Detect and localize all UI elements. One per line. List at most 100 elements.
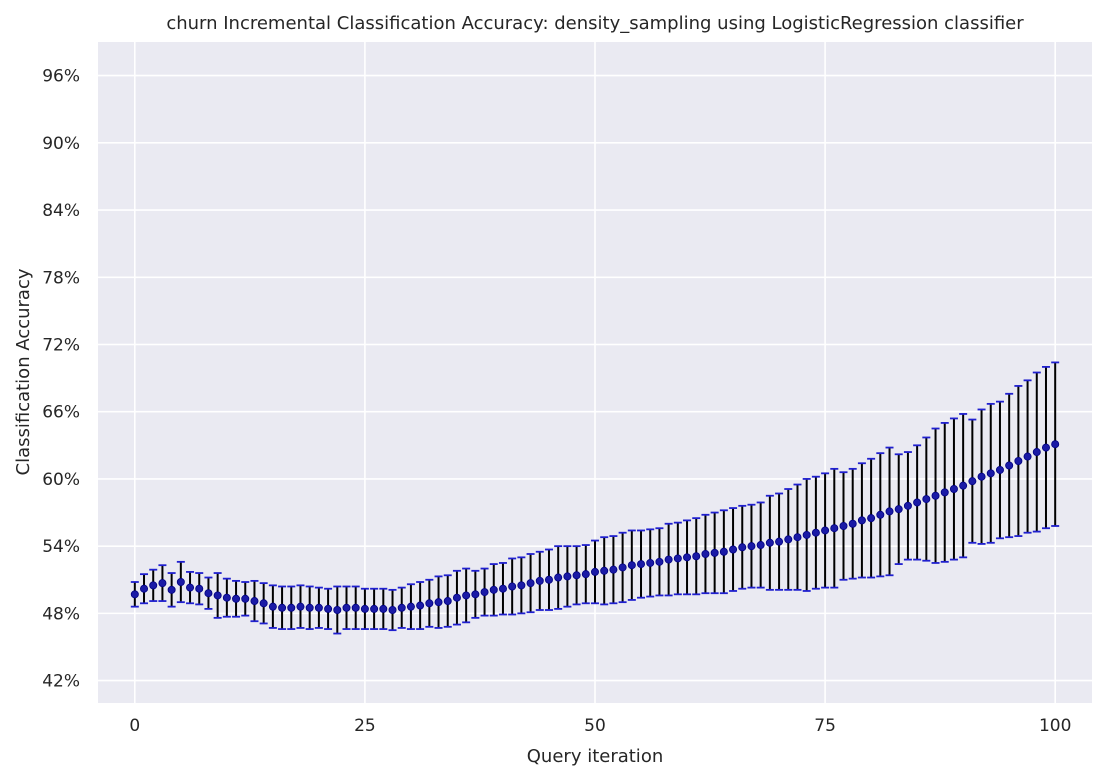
y-tick-label: 96% bbox=[42, 67, 80, 87]
mean-point bbox=[1051, 440, 1060, 449]
mean-point bbox=[250, 597, 259, 606]
mean-point bbox=[986, 469, 995, 478]
x-tick-label: 50 bbox=[584, 716, 606, 736]
mean-point bbox=[563, 572, 572, 581]
mean-point bbox=[434, 598, 443, 607]
mean-point bbox=[397, 603, 406, 612]
mean-point bbox=[793, 533, 802, 542]
mean-point bbox=[287, 603, 296, 612]
mean-point bbox=[1032, 448, 1041, 457]
y-tick-label: 60% bbox=[42, 470, 80, 490]
x-axis-label: Query iteration bbox=[527, 746, 663, 767]
mean-point bbox=[278, 603, 287, 612]
mean-point bbox=[618, 563, 627, 572]
mean-point bbox=[940, 488, 949, 497]
y-axis-label: Classification Accuracy bbox=[13, 268, 34, 475]
mean-point bbox=[498, 584, 507, 593]
mean-point bbox=[1005, 461, 1014, 470]
y-tick-label: 42% bbox=[42, 672, 80, 692]
mean-markers bbox=[130, 440, 1060, 615]
mean-point bbox=[471, 590, 480, 599]
mean-point bbox=[489, 585, 498, 594]
mean-point bbox=[968, 477, 977, 486]
mean-point bbox=[1023, 452, 1032, 461]
mean-point bbox=[526, 579, 535, 588]
mean-point bbox=[333, 606, 342, 615]
mean-point bbox=[683, 553, 692, 562]
y-tick-label: 72% bbox=[42, 335, 80, 355]
mean-point bbox=[324, 604, 333, 613]
y-tick-label: 66% bbox=[42, 403, 80, 423]
mean-point bbox=[765, 538, 774, 547]
mean-point bbox=[222, 593, 231, 602]
mean-point bbox=[176, 578, 185, 587]
mean-point bbox=[462, 591, 471, 600]
mean-point bbox=[729, 545, 738, 554]
mean-point bbox=[922, 495, 931, 504]
mean-point bbox=[591, 567, 600, 576]
mean-point bbox=[204, 589, 213, 598]
mean-point bbox=[894, 505, 903, 514]
mean-point bbox=[747, 542, 756, 551]
mean-point bbox=[443, 597, 452, 606]
mean-point bbox=[756, 541, 765, 550]
mean-point bbox=[811, 528, 820, 537]
x-tick-label: 75 bbox=[814, 716, 836, 736]
mean-point bbox=[259, 599, 268, 608]
mean-point bbox=[140, 584, 149, 593]
mean-point bbox=[775, 537, 784, 546]
mean-point bbox=[213, 591, 222, 600]
y-tick-label: 84% bbox=[42, 201, 80, 221]
y-tick-label: 90% bbox=[42, 134, 80, 154]
mean-point bbox=[581, 570, 590, 579]
mean-point bbox=[655, 557, 664, 566]
mean-point bbox=[738, 543, 747, 552]
x-tick-label: 0 bbox=[129, 716, 140, 736]
mean-point bbox=[572, 571, 581, 580]
mean-point bbox=[673, 554, 682, 563]
mean-point bbox=[857, 516, 866, 525]
mean-point bbox=[379, 604, 388, 613]
mean-point bbox=[959, 481, 968, 490]
mean-point bbox=[977, 472, 986, 481]
mean-point bbox=[388, 606, 397, 615]
mean-point bbox=[158, 579, 167, 588]
mean-point bbox=[508, 582, 517, 591]
mean-point bbox=[876, 510, 885, 519]
mean-point bbox=[995, 465, 1004, 474]
mean-point bbox=[535, 576, 544, 585]
y-tick-label: 48% bbox=[42, 604, 80, 624]
mean-point bbox=[1041, 443, 1050, 452]
mean-point bbox=[167, 585, 176, 594]
x-tick-label: 25 bbox=[354, 716, 376, 736]
mean-point bbox=[600, 566, 609, 575]
mean-point bbox=[149, 581, 158, 590]
mean-point bbox=[903, 501, 912, 510]
mean-point bbox=[839, 521, 848, 530]
mean-point bbox=[1014, 457, 1023, 466]
x-tick-label: 100 bbox=[1039, 716, 1071, 736]
mean-point bbox=[821, 526, 830, 535]
mean-point bbox=[637, 560, 646, 569]
mean-point bbox=[360, 604, 369, 613]
mean-point bbox=[342, 603, 351, 612]
mean-point bbox=[406, 602, 415, 611]
mean-point bbox=[554, 573, 563, 582]
mean-point bbox=[784, 535, 793, 544]
mean-point bbox=[416, 601, 425, 610]
chart-title: churn Incremental Classification Accurac… bbox=[166, 13, 1024, 34]
mean-point bbox=[885, 507, 894, 516]
mean-point bbox=[802, 530, 811, 539]
mean-point bbox=[609, 565, 618, 574]
mean-point bbox=[195, 584, 204, 593]
mean-point bbox=[425, 599, 434, 608]
mean-point bbox=[913, 498, 922, 507]
mean-point bbox=[130, 590, 139, 599]
mean-point bbox=[692, 552, 701, 561]
mean-point bbox=[268, 602, 277, 611]
mean-point bbox=[867, 514, 876, 523]
mean-point bbox=[452, 593, 461, 602]
mean-point bbox=[664, 555, 673, 564]
